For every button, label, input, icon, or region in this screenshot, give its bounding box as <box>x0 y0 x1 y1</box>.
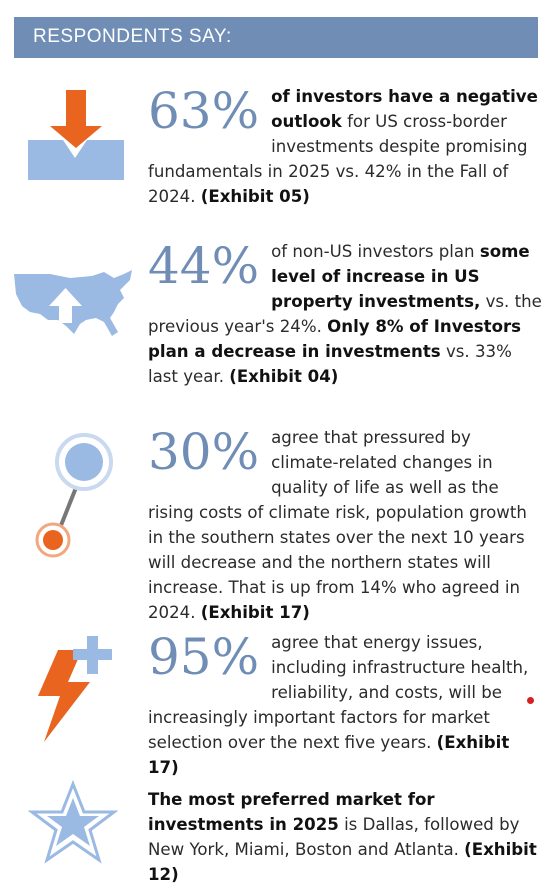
down-arrow-into-box-icon <box>28 90 124 180</box>
section-header: RESPONDENTS SAY: <box>14 17 538 58</box>
stat-item-energy: 95% agree that energy issues, including i… <box>148 630 543 780</box>
exhibit-ref: (Exhibit 05) <box>200 187 310 206</box>
lightning-plus-icon <box>38 636 112 742</box>
stat-item-climate: 30% agree that pressured by climate-relat… <box>148 425 543 625</box>
stat-body: agree that energy issues, including infr… <box>148 633 529 752</box>
header-title: RESPONDENTS SAY: <box>33 26 232 47</box>
stat-value: 30% <box>148 423 260 481</box>
stat-body: agree that pressured by climate-related … <box>148 428 527 622</box>
stat-value: 63% <box>148 82 260 140</box>
stat-body: vs. the previous year's 24%. <box>148 292 542 336</box>
stat-highlight: some level of increase in US property in… <box>271 242 530 311</box>
stat-item-increase-plan: 44% of non-US investors plan some level o… <box>148 239 543 389</box>
us-map-up-arrow-icon <box>14 270 132 336</box>
stat-item-preferred-market: The most preferred market for investment… <box>148 787 543 887</box>
red-dot-marker <box>527 697 534 704</box>
stat-highlight-2: Only 8% of Investors plan a decrease in … <box>148 317 522 361</box>
star-icon <box>28 780 118 864</box>
stat-body-2: vs. 33% last year. <box>148 342 512 386</box>
stat-value: 95% <box>148 628 260 686</box>
stat-item-negative-outlook: 63% of investors have a negative outlook … <box>148 84 543 209</box>
exhibit-ref: (Exhibit 17) <box>148 733 510 777</box>
exhibit-ref: (Exhibit 17) <box>200 603 310 622</box>
stat-body: for US cross-border investments despite … <box>148 112 528 206</box>
stat-lead: of non-US investors plan <box>271 242 480 261</box>
stat-body: is Dallas, followed by New York, Miami, … <box>148 815 520 859</box>
stat-lead: The most preferred market for investment… <box>148 790 435 834</box>
stat-lead: of investors have a negative outlook <box>271 87 538 131</box>
exhibit-ref: (Exhibit 04) <box>229 367 339 386</box>
stat-value: 44% <box>148 237 260 295</box>
thermometer-gauge-icon <box>35 433 113 558</box>
